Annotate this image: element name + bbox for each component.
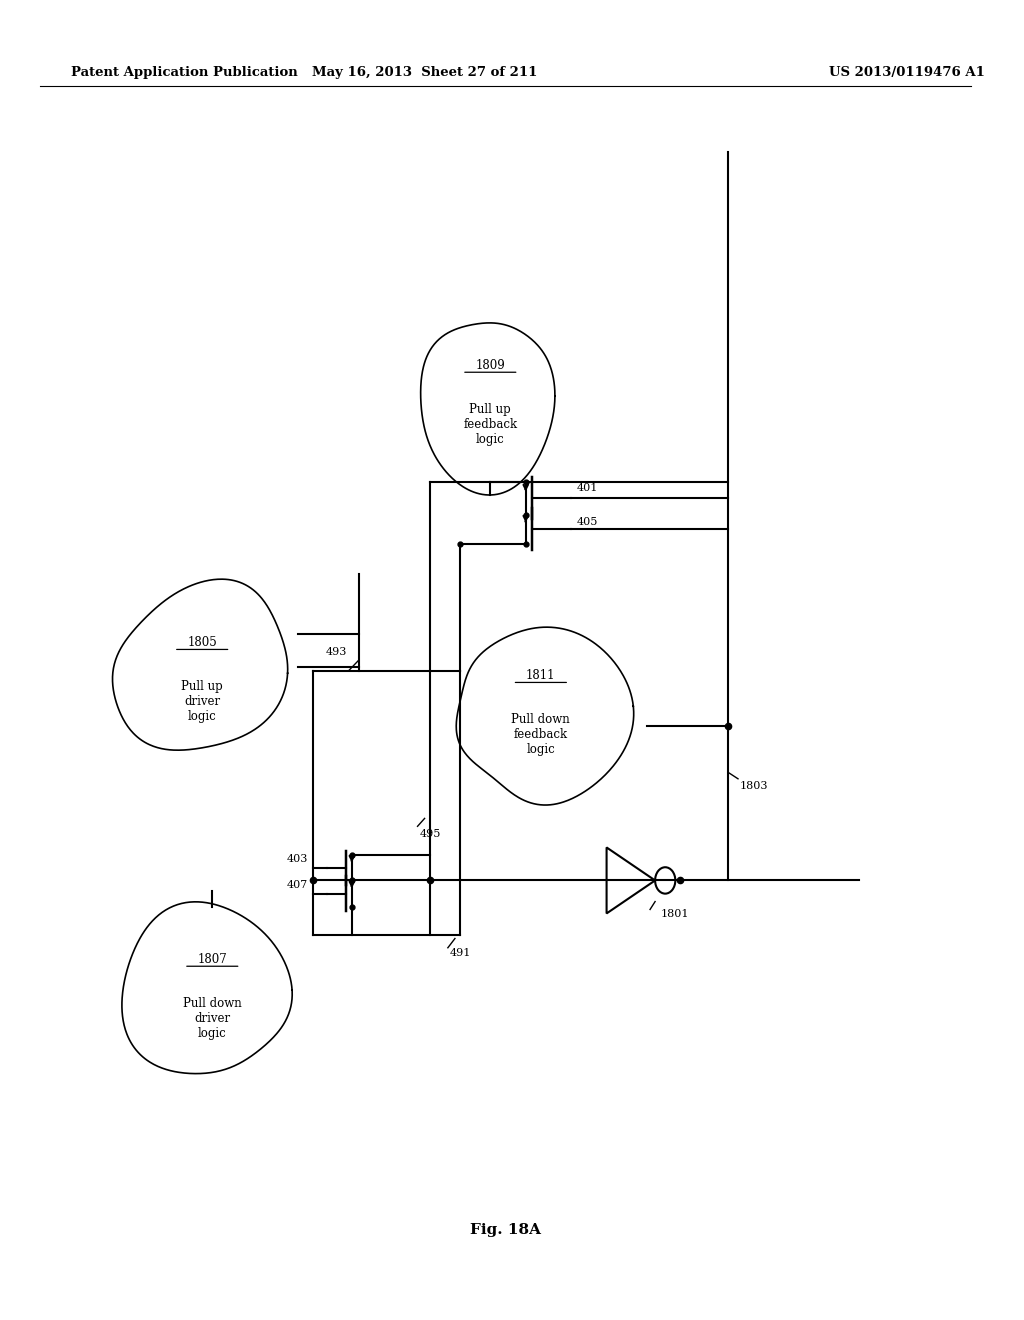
Text: 405: 405 [577,516,598,527]
Text: 407: 407 [287,879,308,890]
Text: Pull up
feedback
logic: Pull up feedback logic [463,403,517,446]
Text: 491: 491 [450,948,471,958]
Text: 1807: 1807 [198,953,227,966]
Text: 1809: 1809 [475,359,505,372]
Text: 1805: 1805 [187,636,217,649]
Text: 493: 493 [326,647,347,657]
Text: 495: 495 [420,829,441,840]
Text: Fig. 18A: Fig. 18A [470,1224,541,1237]
Text: Pull down
driver
logic: Pull down driver logic [183,997,242,1040]
Text: May 16, 2013  Sheet 27 of 211: May 16, 2013 Sheet 27 of 211 [312,66,538,79]
Text: 1801: 1801 [660,909,689,920]
Text: Pull down
feedback
logic: Pull down feedback logic [512,713,570,756]
Text: Patent Application Publication: Patent Application Publication [71,66,298,79]
Text: US 2013/0119476 A1: US 2013/0119476 A1 [829,66,985,79]
Text: 403: 403 [287,854,308,863]
Text: Pull up
driver
logic: Pull up driver logic [181,680,223,723]
Text: 1803: 1803 [740,781,769,792]
Text: 401: 401 [577,483,598,492]
Text: 1811: 1811 [526,669,556,682]
